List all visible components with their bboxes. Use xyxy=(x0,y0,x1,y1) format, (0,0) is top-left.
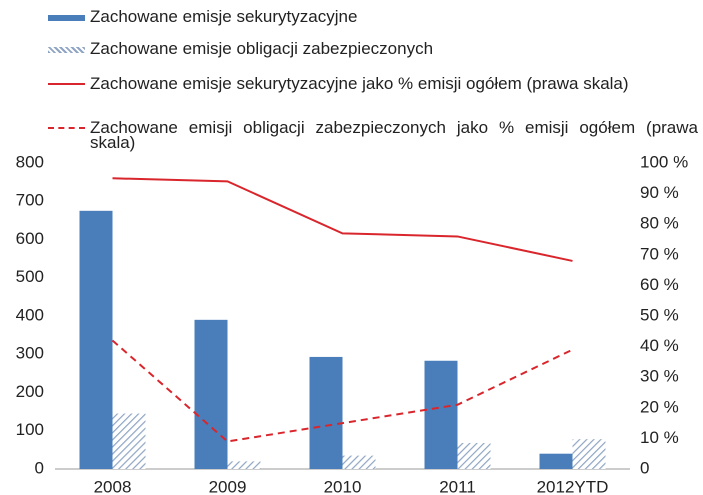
legend-marker xyxy=(48,83,85,85)
y2-tick-label: 0 xyxy=(640,458,649,477)
line xyxy=(112,177,573,262)
x-tick-label: 2009 xyxy=(209,477,247,495)
y2-tick-label: 80 % xyxy=(640,214,679,233)
y-tick-label: 0 xyxy=(35,458,44,477)
y2-tick-label: 10 % xyxy=(640,428,679,447)
y-tick-label: 700 xyxy=(16,191,44,210)
y2-tick-label: 40 % xyxy=(640,336,679,355)
x-tick-label: 2011 xyxy=(439,477,476,495)
legend-label: Zachowane emisje obligacji zabezpieczony… xyxy=(90,39,434,58)
y2-tick-label: 100 % xyxy=(640,152,688,171)
bar xyxy=(539,453,573,469)
y-tick-label: 300 xyxy=(16,344,44,363)
bar xyxy=(227,461,261,469)
legend-marker xyxy=(48,15,85,21)
y-tick-label: 800 xyxy=(16,152,44,171)
legend-label: Zachowane emisje sekurytyzacyjne jako % … xyxy=(90,74,629,93)
y2-tick-label: 30 % xyxy=(640,367,679,386)
y-tick-label: 400 xyxy=(16,305,44,324)
x-tick-label: 2008 xyxy=(94,477,132,495)
y2-tick-label: 60 % xyxy=(640,275,679,294)
x-tick-label: 2010 xyxy=(324,477,362,495)
y2-tick-label: 20 % xyxy=(640,397,679,416)
bar xyxy=(194,319,228,469)
bar xyxy=(112,413,146,469)
line xyxy=(111,339,573,443)
bar xyxy=(457,442,491,469)
y2-tick-label: 50 % xyxy=(640,305,679,324)
y2-tick-label: 90 % xyxy=(640,183,679,202)
y-tick-label: 600 xyxy=(16,229,44,248)
legend-marker xyxy=(48,47,85,53)
y-tick-label: 500 xyxy=(16,267,44,286)
y-tick-label: 200 xyxy=(16,382,44,401)
legend-label: Zachowane emisje sekurytyzacyjne xyxy=(90,7,358,26)
bar xyxy=(342,455,376,469)
bar xyxy=(79,210,113,469)
y-tick-label: 100 xyxy=(16,420,44,439)
y2-tick-label: 70 % xyxy=(640,244,679,263)
bar xyxy=(572,439,606,469)
x-tick-label: 2012YTD xyxy=(537,477,609,495)
legend-label: Zachowane emisji obligacji zabezpieczony… xyxy=(90,118,698,152)
legend-marker xyxy=(48,127,85,129)
bar xyxy=(424,360,458,469)
bar xyxy=(309,356,343,469)
